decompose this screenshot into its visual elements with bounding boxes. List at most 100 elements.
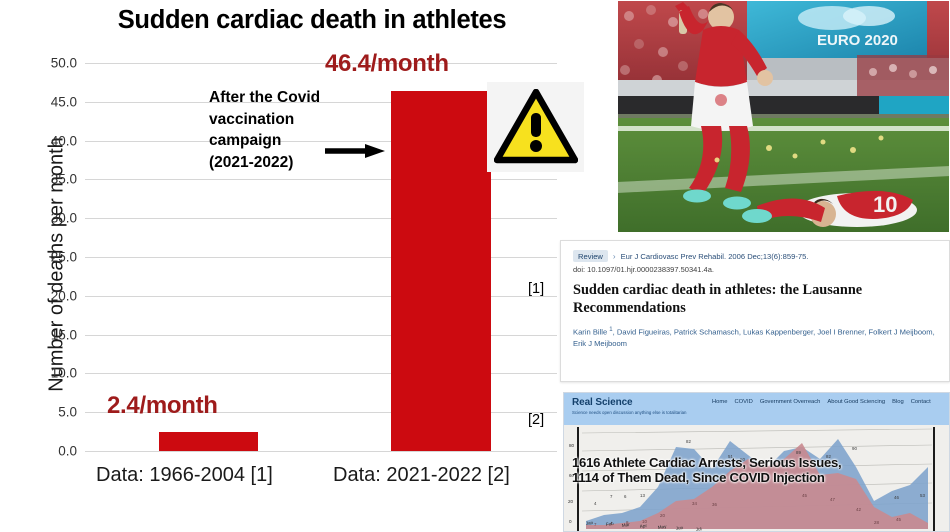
- nav-item-covid[interactable]: COVID: [734, 399, 753, 405]
- bar-value-label-2: 46.4/month: [325, 50, 449, 77]
- svg-text:20: 20: [660, 513, 665, 518]
- nav-item-contact[interactable]: Contact: [910, 399, 931, 405]
- x-axis-category-2: Data: 2021-2022 [2]: [333, 464, 510, 486]
- y-axis-tick-10: 10.0: [50, 365, 77, 381]
- svg-text:Jul: Jul: [695, 526, 702, 532]
- svg-text:4: 4: [610, 521, 613, 526]
- headline-line-1: 1616 Athlete Cardiac Arrests, Serious Is…: [572, 455, 842, 470]
- article-headline[interactable]: 1616 Athlete Cardiac Arrests, Serious Is…: [572, 455, 942, 486]
- author-first[interactable]: Karin Bille: [573, 327, 610, 337]
- chart-annotation: After the Covid vaccination campaign (20…: [209, 87, 334, 174]
- reference-marker-1: [1]: [528, 281, 545, 297]
- svg-text:Mar: Mar: [621, 522, 630, 528]
- paper-title[interactable]: Sudden cardiac death in athletes: the La…: [573, 282, 863, 316]
- svg-text:82: 82: [686, 439, 691, 444]
- reference-marker-2: [2]: [528, 412, 545, 428]
- journal-citation[interactable]: Eur J Cardiovasc Prev Rehabil. 2006 Dec;…: [620, 251, 809, 261]
- y-axis-tick-50: 50.0: [50, 55, 77, 71]
- warning-badge: [487, 82, 584, 172]
- svg-text:89: 89: [796, 450, 801, 455]
- gridline-35: [85, 179, 557, 181]
- svg-text:80: 80: [569, 443, 575, 448]
- bar-2021-2022: [391, 90, 491, 451]
- collapsed-player: 10: [742, 190, 917, 227]
- svg-text:8: 8: [626, 520, 629, 525]
- svg-text:60: 60: [569, 473, 575, 478]
- annotation-line-2: vaccination: [209, 110, 295, 128]
- svg-text:82: 82: [826, 454, 831, 459]
- gridline-10: [85, 373, 557, 375]
- real-science-article-card[interactable]: Real Science Science needs open discussi…: [563, 392, 950, 532]
- svg-text:45: 45: [896, 517, 901, 522]
- svg-text:51: 51: [728, 454, 733, 459]
- svg-text:10: 10: [642, 519, 647, 524]
- real-science-header: Real Science Science needs open discussi…: [564, 393, 949, 425]
- svg-text:6: 6: [624, 494, 627, 499]
- headline-line-2: 1114 of Them Dead, Since COVID Injection: [572, 470, 825, 486]
- warning-triangle-icon: [493, 89, 578, 164]
- annotation-line-1: After the Covid: [209, 89, 321, 106]
- svg-text:42: 42: [856, 507, 861, 512]
- svg-text:50: 50: [740, 457, 745, 462]
- y-axis-tick-5: 5.0: [58, 404, 77, 420]
- annotation-line-4: (2021-2022): [209, 154, 294, 172]
- y-axis-tick-30: 30.0: [50, 210, 77, 226]
- site-tagline: Science needs open discussion anything e…: [572, 410, 687, 415]
- svg-text:34: 34: [692, 501, 697, 506]
- y-axis-tick-40: 40.0: [50, 133, 77, 149]
- svg-text:10: 10: [873, 192, 897, 217]
- gridline-30: [85, 218, 557, 220]
- right-arrow-icon: [325, 144, 385, 158]
- svg-text:46: 46: [894, 495, 899, 500]
- svg-text:36: 36: [712, 502, 717, 507]
- gridline-5: [85, 412, 557, 414]
- svg-text:7: 7: [594, 522, 597, 527]
- bar-1966-2004: [159, 432, 258, 451]
- review-badge: Review: [573, 250, 608, 262]
- annotation-line-3: campaign: [209, 132, 282, 150]
- svg-text:4: 4: [594, 501, 597, 506]
- svg-text:Feb: Feb: [605, 521, 614, 527]
- standing-player: [675, 2, 773, 210]
- svg-text:Jun: Jun: [675, 525, 683, 531]
- svg-text:28: 28: [874, 520, 879, 525]
- page-title: Sudden cardiac death in athletes: [117, 6, 507, 34]
- nav-item-blog[interactable]: Blog: [892, 399, 904, 405]
- svg-text:0: 0: [569, 519, 572, 524]
- paper-authors: Karin Bille 1, David Figueiras, Patrick …: [573, 326, 937, 350]
- svg-text:May: May: [657, 524, 667, 530]
- svg-text:94: 94: [780, 459, 785, 464]
- gridline-20: [85, 295, 557, 297]
- real-science-brand-block[interactable]: Real Science Science needs open discussi…: [572, 397, 712, 415]
- paper-doi[interactable]: doi: 10.1097/01.hjr.0000238397.50341.4a.: [573, 265, 714, 274]
- y-axis-tick-20: 20.0: [50, 288, 77, 304]
- site-brand[interactable]: Real Science: [572, 397, 633, 408]
- gridline-45: [85, 101, 557, 103]
- author-affiliation-marker[interactable]: 1: [609, 327, 613, 333]
- chevron-right-icon: ›: [612, 251, 616, 261]
- svg-text:47: 47: [830, 497, 835, 502]
- nav-item-about-good-sciencing[interactable]: About Good Sciencing: [827, 399, 886, 405]
- svg-text:20: 20: [568, 499, 574, 504]
- nav-item-home[interactable]: Home: [712, 399, 728, 405]
- svg-text:45: 45: [802, 493, 807, 498]
- y-axis-tick-35: 35.0: [50, 171, 77, 187]
- authors-rest-1[interactable]: , David Figueiras, Patrick Schamasch, Lu…: [612, 327, 867, 337]
- svg-text:53: 53: [920, 493, 925, 498]
- svg-text:EURO 2020: EURO 2020: [817, 32, 898, 49]
- gridline-40: [85, 140, 557, 142]
- nav-item-government-overreach[interactable]: Government Overreach: [759, 399, 821, 405]
- svg-text:Apr: Apr: [639, 523, 647, 529]
- gridline-25: [85, 257, 557, 258]
- authors-rest-2[interactable]: Folkert J Meijboom, Erik J Meijboom: [573, 327, 935, 349]
- y-axis-tick-25: 25.0: [50, 249, 77, 265]
- y-axis-tick-0: 0.0: [58, 443, 77, 459]
- svg-text:90: 90: [852, 446, 857, 451]
- svg-text:7: 7: [610, 494, 613, 499]
- paper-meta-row: Review › Eur J Cardiovasc Prev Rehabil. …: [573, 250, 937, 262]
- photo-illustration: EURO 2020: [617, 0, 950, 233]
- pubmed-citation-card: Review › Eur J Cardiovasc Prev Rehabil. …: [560, 240, 950, 382]
- athlete-collapse-photo: EURO 2020: [617, 0, 950, 233]
